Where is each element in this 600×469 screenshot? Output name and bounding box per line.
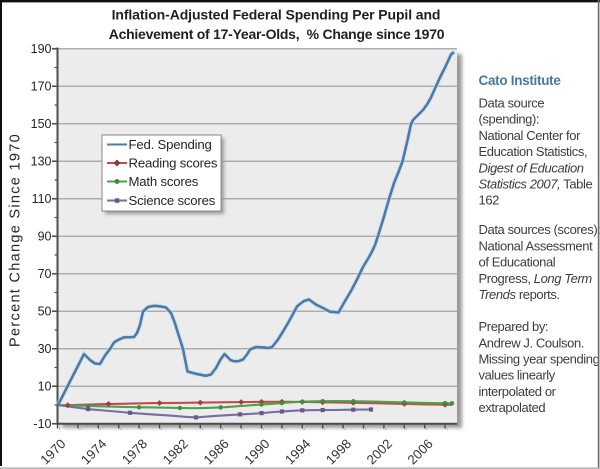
svg-text:Math scores: Math scores: [129, 174, 199, 189]
svg-text:130: 130: [31, 154, 52, 168]
svg-text:Achievement of 17-Year-Olds,: Achievement of 17-Year-Olds, % Change si…: [109, 26, 445, 42]
svg-text:Percent Change Since 1970: Percent Change Since 1970: [8, 133, 24, 347]
svg-text:1998: 1998: [323, 436, 354, 467]
svg-text:Missing year spending: Missing year spending: [479, 352, 600, 367]
svg-text:Progress, Long Term: Progress, Long Term: [479, 271, 593, 286]
svg-text:2002: 2002: [364, 436, 395, 467]
svg-text:1986: 1986: [200, 436, 231, 467]
svg-text:Science scores: Science scores: [129, 193, 216, 208]
svg-text:(spending):: (spending):: [479, 112, 540, 127]
svg-text:Data source: Data source: [479, 96, 545, 111]
svg-text:1982: 1982: [160, 436, 191, 467]
svg-text:1994: 1994: [282, 436, 313, 467]
svg-text:170: 170: [31, 79, 52, 93]
svg-text:1970: 1970: [37, 436, 68, 467]
svg-text:150: 150: [31, 117, 52, 131]
svg-text:30: 30: [38, 342, 52, 356]
svg-text:90: 90: [38, 229, 52, 243]
svg-text:Statistics 2007, Table: Statistics 2007, Table: [479, 177, 593, 192]
svg-text:Education Statistics,: Education Statistics,: [479, 144, 588, 159]
svg-text:values linearly: values linearly: [479, 368, 556, 383]
svg-text:70: 70: [38, 267, 52, 281]
svg-text:2006: 2006: [404, 436, 435, 467]
svg-text:Trends reports.: Trends reports.: [479, 287, 560, 302]
svg-text:Reading scores: Reading scores: [129, 156, 218, 171]
svg-text:50: 50: [38, 304, 52, 318]
svg-text:interpolated or: interpolated or: [479, 384, 557, 399]
svg-text:1990: 1990: [241, 436, 272, 467]
svg-text:1974: 1974: [78, 436, 109, 467]
svg-text:of Educational: of Educational: [479, 255, 556, 270]
svg-text:National Assessment: National Assessment: [479, 238, 594, 253]
svg-text:-10: -10: [33, 417, 51, 431]
svg-text:Cato Institute: Cato Institute: [479, 73, 562, 88]
svg-text:110: 110: [32, 192, 52, 206]
svg-text:1978: 1978: [119, 436, 150, 467]
svg-text:Fed. Spending: Fed. Spending: [129, 137, 212, 152]
svg-text:10: 10: [38, 379, 52, 393]
svg-text:National Center for: National Center for: [479, 128, 582, 143]
svg-text:Andrew J. Coulson.: Andrew J. Coulson.: [479, 335, 585, 350]
svg-text:extrapolated: extrapolated: [479, 400, 546, 415]
svg-text:162: 162: [479, 193, 500, 208]
svg-text:Data sources (scores):: Data sources (scores):: [479, 222, 600, 237]
svg-text:Inflation-Adjusted Federal Spe: Inflation-Adjusted Federal Spending Per …: [112, 7, 441, 23]
svg-text:Prepared by:: Prepared by:: [479, 319, 549, 334]
svg-text:Digest of Education: Digest of Education: [479, 160, 584, 175]
svg-text:190: 190: [31, 42, 52, 56]
